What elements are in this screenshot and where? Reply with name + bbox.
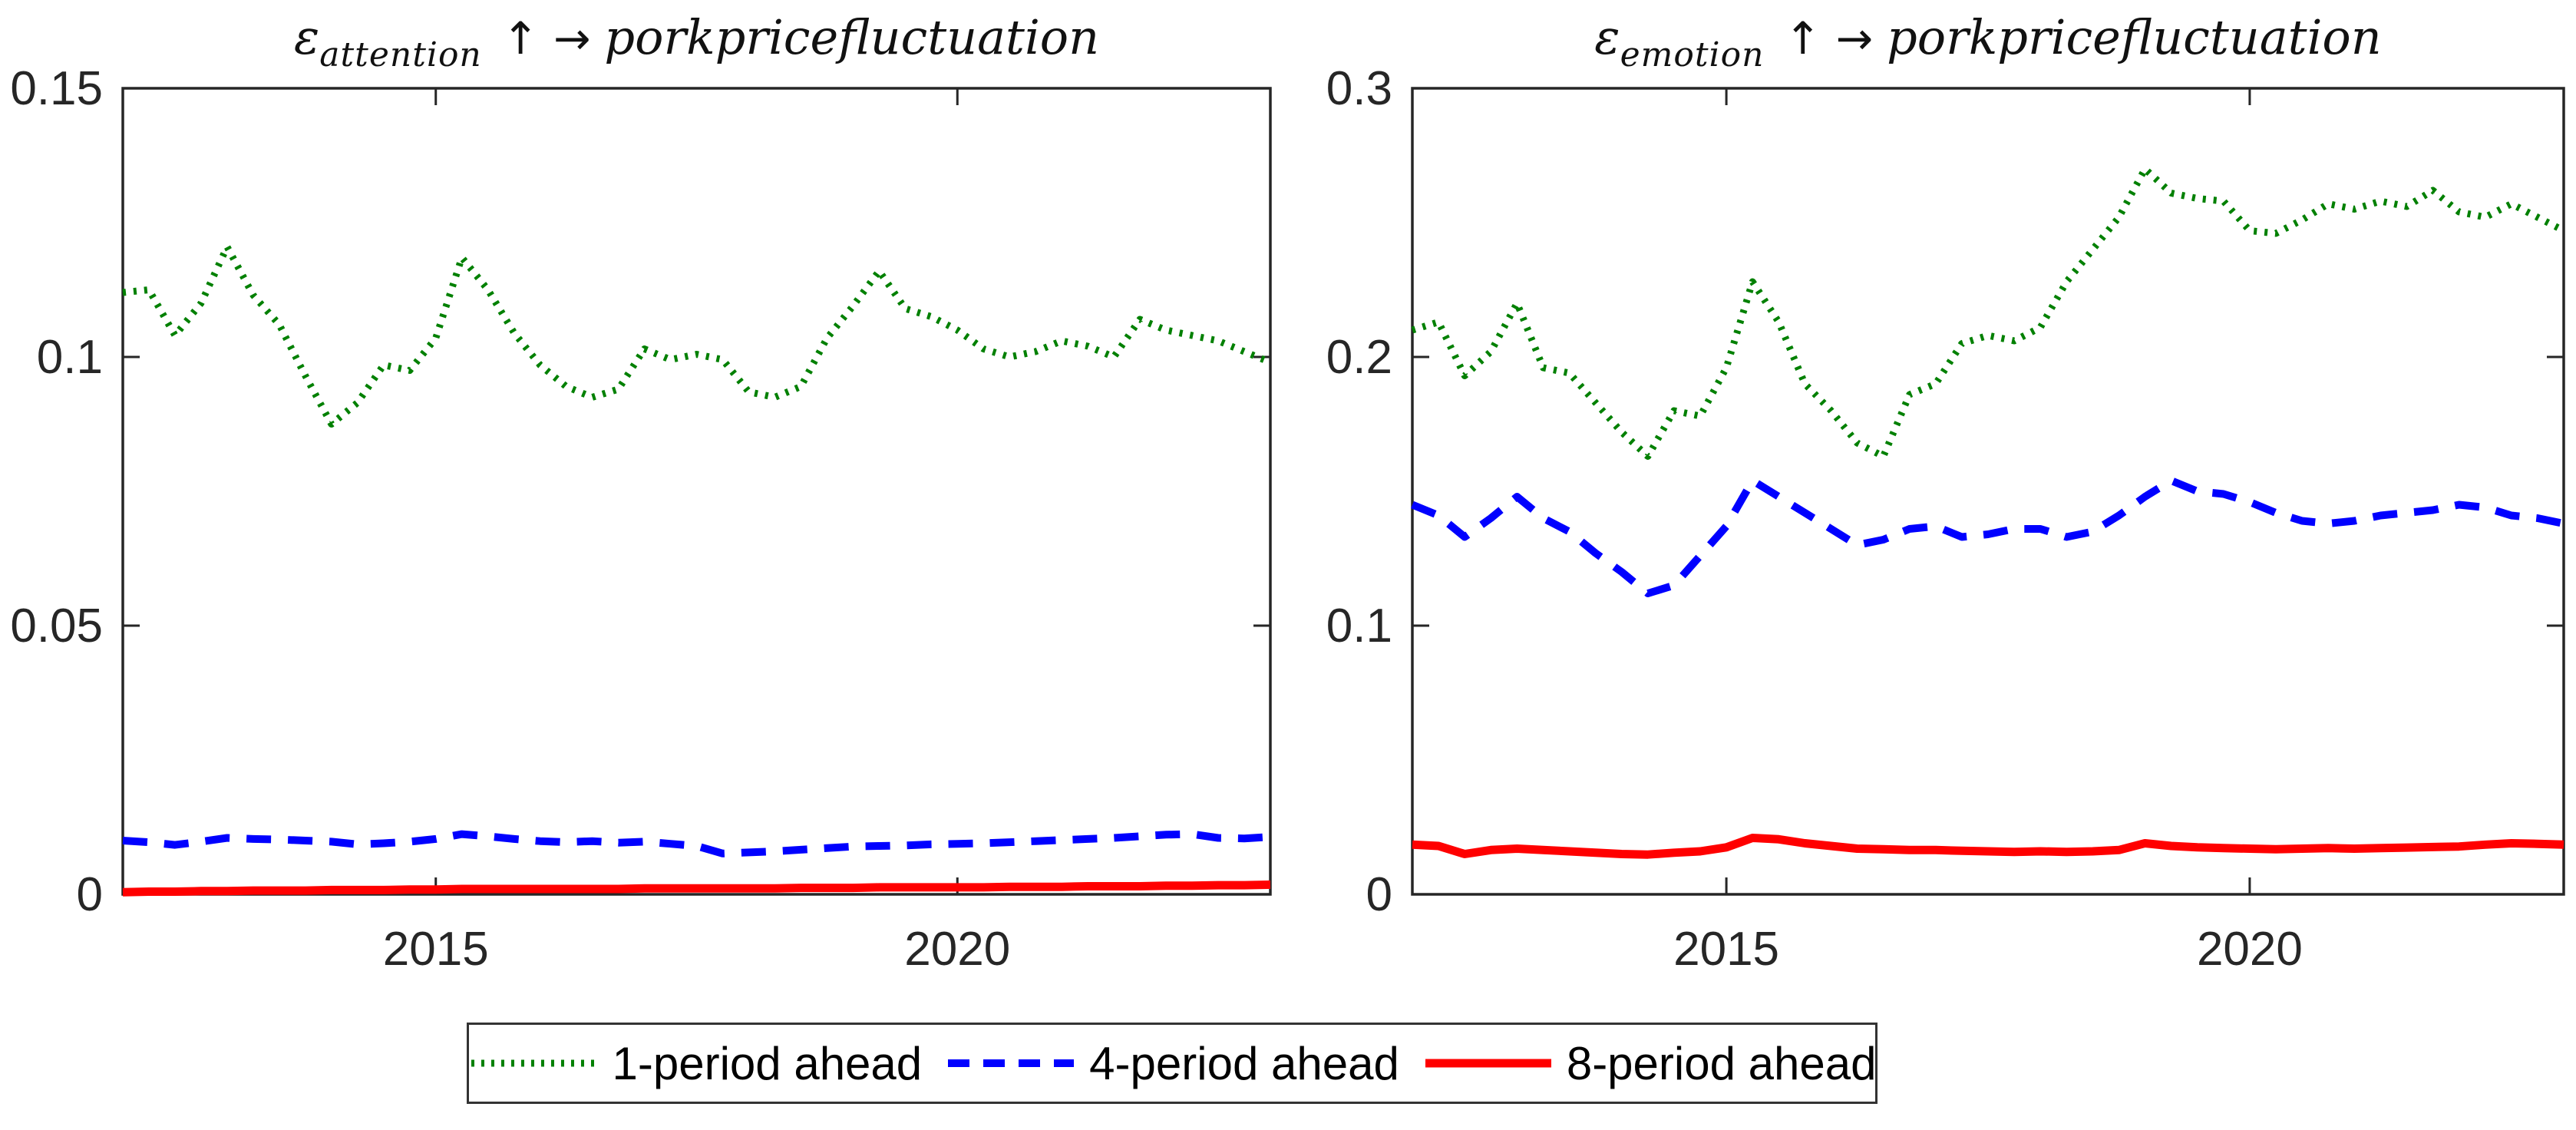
left-plot-area: 2015 2020 0 0.05 0.1 0.15 xyxy=(10,62,1272,976)
legend-label: 4-period ahead xyxy=(1089,1037,1399,1089)
series-line-4-period-ahead xyxy=(122,830,1271,857)
legend-label: 8-period ahead xyxy=(1566,1037,1877,1089)
legend-item-1-period: 1-period ahead xyxy=(468,1037,923,1090)
y-tick-label: 0.15 xyxy=(10,62,103,115)
y-tick-label: 0.2 xyxy=(1326,331,1392,384)
y-tick-label: 0 xyxy=(1366,868,1392,921)
x-tick-label: 2015 xyxy=(1673,923,1779,976)
x-tick-label: 2020 xyxy=(904,923,1010,976)
series-line-8-period-ahead xyxy=(122,880,1271,897)
series-line-4-period-ahead xyxy=(1411,477,2565,597)
legend-item-8-period: 8-period ahead xyxy=(1422,1037,1877,1090)
up-right-arrows-icon: ↑ → xyxy=(1784,12,1874,64)
y-tick-label: 0.3 xyxy=(1326,62,1392,115)
right-plot-area: 2015 2020 0 0.1 0.2 0.3 xyxy=(1326,62,2566,976)
y-tick-label: 0.1 xyxy=(1326,600,1392,653)
legend-item-4-period: 4-period ahead xyxy=(945,1037,1399,1090)
series-line-1-period-ahead xyxy=(1411,165,2566,460)
y-tick-label: 0.1 xyxy=(37,331,103,384)
title-subscript: emotion xyxy=(1620,35,1765,74)
x-tick-label: 2015 xyxy=(383,923,489,976)
legend-box: 1-period ahead 4-period ahead 8-period a… xyxy=(467,1023,1878,1104)
y-tick-label: 0.05 xyxy=(10,600,103,653)
axes-box xyxy=(1411,87,2565,896)
series-line-1-period-ahead xyxy=(122,243,1272,428)
green-dotted-line-icon xyxy=(471,1059,597,1067)
y-tick-label: 0 xyxy=(77,868,103,921)
up-right-arrows-icon: ↑ → xyxy=(501,12,591,64)
right-plot-title: εemotion ↑ → porkpricefluctuation xyxy=(1412,9,2564,74)
red-solid-line-icon xyxy=(1425,1059,1551,1068)
blue-dashed-line-icon xyxy=(948,1059,1075,1067)
legend-label: 1-period ahead xyxy=(612,1037,923,1089)
epsilon-symbol: ε xyxy=(1594,9,1620,65)
x-tick-label: 2020 xyxy=(2197,923,2303,976)
left-plot-title: εattention ↑ → porkpricefluctuation xyxy=(123,9,1270,74)
epsilon-symbol: ε xyxy=(293,9,320,65)
title-text: porkpricefluctuation xyxy=(604,9,1100,65)
title-text: porkpricefluctuation xyxy=(1887,9,2382,65)
axes-box xyxy=(121,87,1272,896)
title-subscript: attention xyxy=(319,35,482,74)
series-line-8-period-ahead xyxy=(1412,834,2564,859)
